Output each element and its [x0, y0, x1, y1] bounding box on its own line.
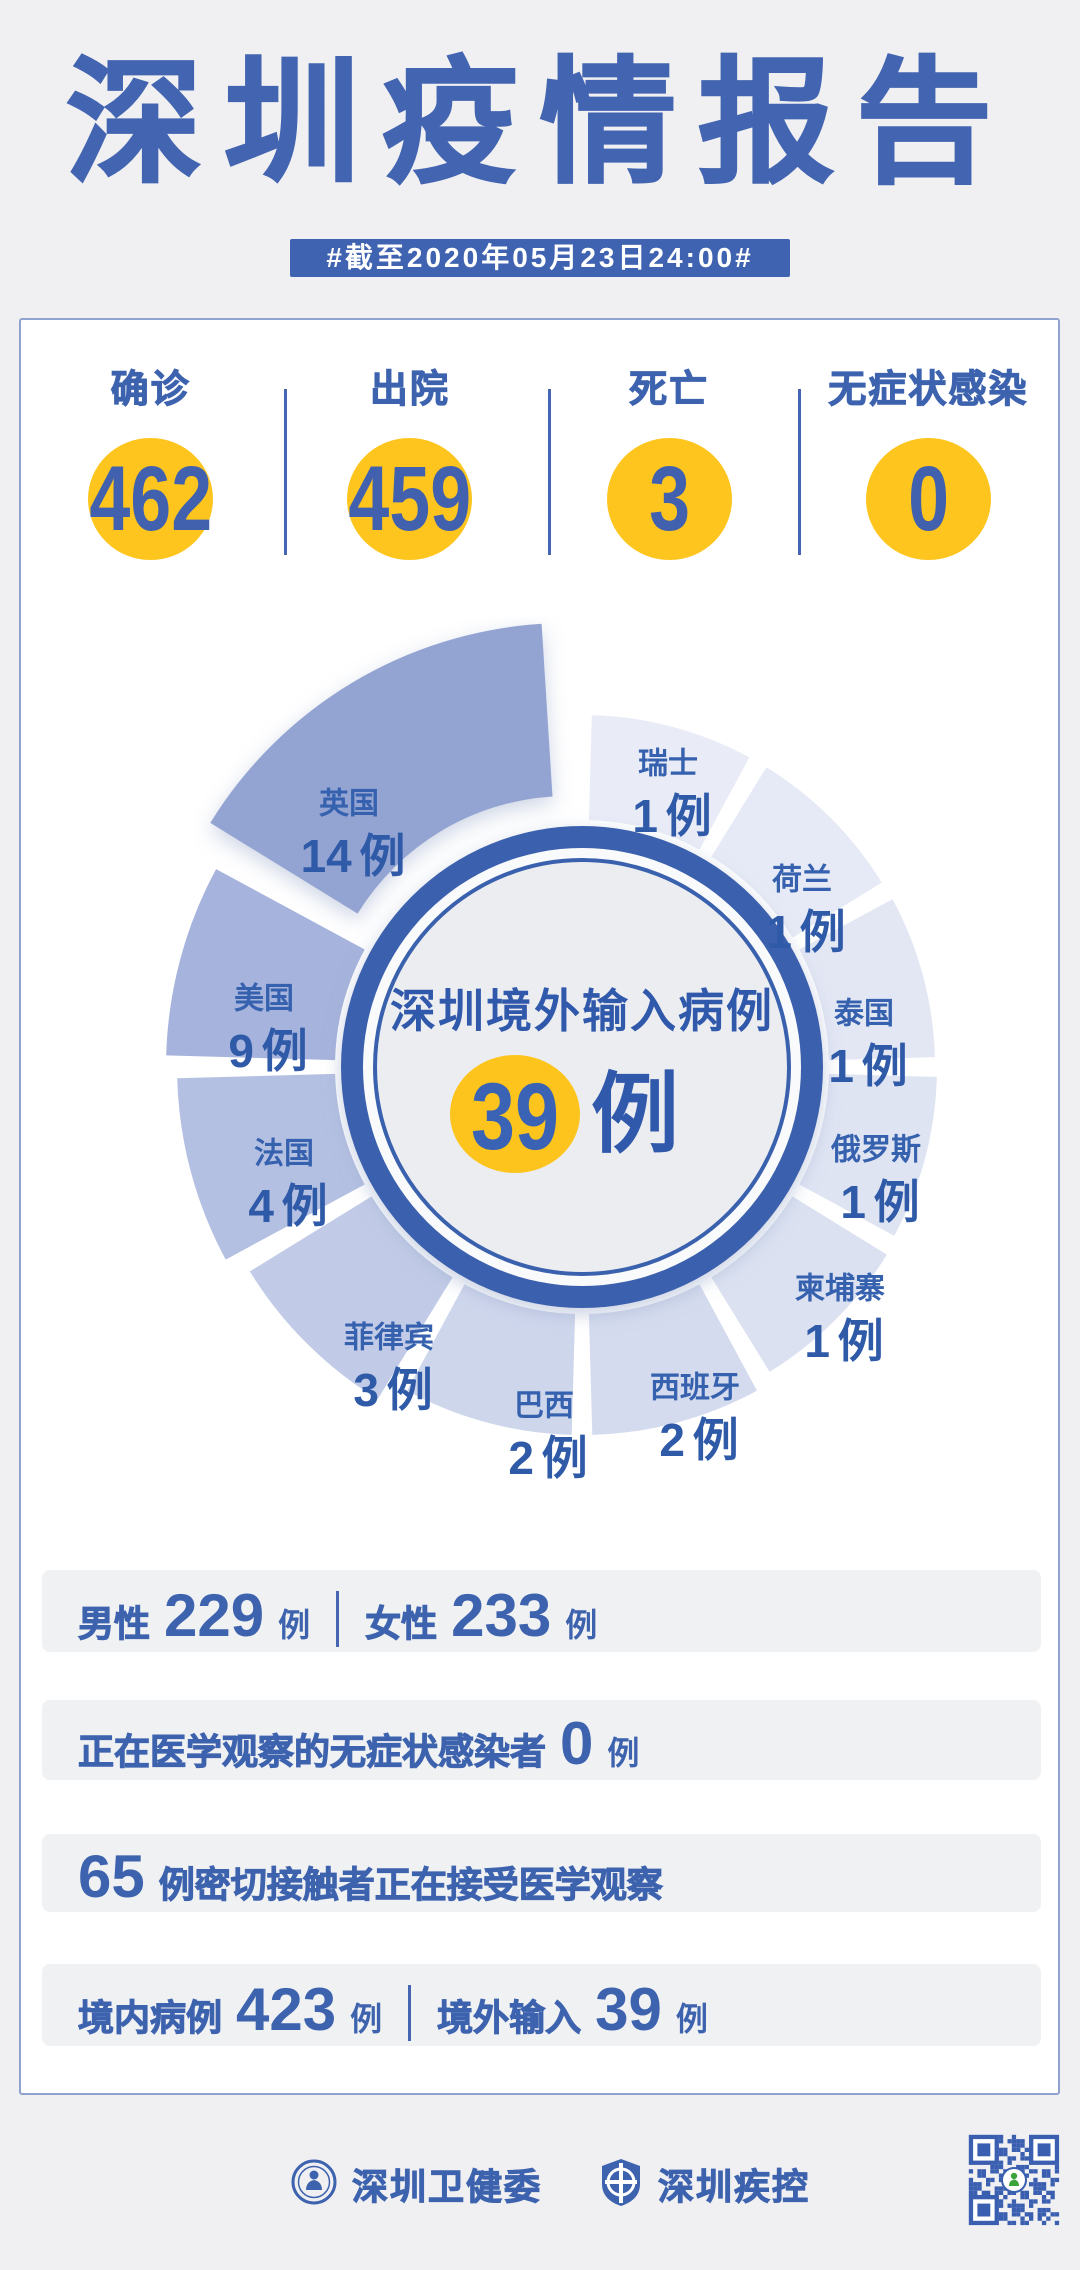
imported-value: 39 — [595, 1976, 662, 2043]
row-gender: 男性 229 例 女性 233 例 — [42, 1570, 1041, 1652]
pie-slice-俄罗斯 — [799, 1073, 937, 1236]
pie-slices — [166, 623, 937, 1435]
stat-value: 459 — [348, 448, 472, 550]
slice-value-英国: 14 例 — [301, 830, 406, 882]
row-case-origin: 境内病例 423 例 境外输入 39 例 — [42, 1964, 1041, 2046]
slice-value-荷兰: 1 例 — [766, 906, 845, 958]
stat-circle: 462 — [88, 438, 214, 560]
stat-value: 3 — [648, 448, 690, 550]
stat-label: 确诊 — [110, 369, 191, 412]
stat-divider — [798, 389, 801, 555]
pie-slice-巴西 — [407, 1284, 576, 1435]
summary-stats: 确诊 462 出院 459 死亡 3 无症状感染 0 — [21, 320, 1058, 590]
stat-asymptomatic: 无症状感染 0 — [799, 320, 1058, 590]
imported-unit: 例 — [675, 2001, 708, 2037]
pie-slice-菲律宾 — [249, 1196, 453, 1400]
stat-circle: 459 — [347, 438, 473, 560]
asymptomatic-label: 正在医学观察的无症状感染者 — [77, 1731, 547, 1773]
asymptomatic-unit: 例 — [607, 1735, 640, 1771]
slice-value-瑞士: 1 例 — [632, 790, 711, 842]
stat-discharged: 出院 459 — [280, 320, 539, 590]
pie-slice-泰国 — [799, 899, 935, 1061]
female-value: 233 — [451, 1582, 552, 1649]
chart-total-unit: 例 — [591, 1065, 679, 1164]
stat-label: 死亡 — [629, 369, 710, 412]
stat-value: 462 — [89, 448, 213, 550]
page-title: 深圳疫情报告 — [65, 47, 1014, 199]
slice-name-柬埔寨: 柬埔寨 — [795, 1272, 885, 1306]
pie-slice-柬埔寨 — [711, 1196, 887, 1372]
qr-code — [966, 2132, 1062, 2228]
chart-center-title: 深圳境外输入病例 — [390, 985, 774, 1037]
asymptomatic-value: 0 — [560, 1710, 594, 1777]
slice-name-荷兰: 荷兰 — [772, 864, 832, 897]
stat-label: 无症状感染 — [828, 369, 1029, 412]
slice-value-美国: 9 例 — [228, 1025, 307, 1077]
stat-value: 0 — [907, 448, 949, 550]
slice-name-泰国: 泰国 — [834, 998, 894, 1031]
pie-slice-美国 — [166, 869, 365, 1061]
slice-name-瑞士: 瑞士 — [638, 748, 698, 781]
footer-org1-label: 深圳卫健委 — [351, 2166, 543, 2208]
pie-slice-荷兰 — [711, 767, 882, 938]
shenzhen-cdc-shield-icon — [598, 2157, 644, 2212]
pie-slice-英国 — [210, 623, 553, 914]
slice-name-英国: 英国 — [319, 788, 379, 821]
slice-value-西班牙: 2 例 — [659, 1414, 738, 1466]
chart-total-value: 39 — [471, 1064, 559, 1170]
domestic-value: 423 — [236, 1976, 337, 2043]
contacts-value: 65 — [78, 1843, 145, 1910]
shenzhen-health-commission-seal-icon — [290, 2158, 338, 2211]
male-label: 男性 — [77, 1603, 151, 1645]
row-divider — [336, 1591, 340, 1647]
slice-name-巴西: 巴西 — [514, 1390, 574, 1423]
stat-divider — [548, 389, 551, 555]
chart-center: 深圳境外输入病例 39 例 — [341, 826, 823, 1308]
footer-org-cdc: 深圳疾控 — [598, 2158, 810, 2210]
slice-value-菲律宾: 3 例 — [353, 1364, 432, 1416]
slice-value-法国: 4 例 — [248, 1180, 327, 1232]
slice-value-柬埔寨: 1 例 — [804, 1315, 883, 1367]
slice-name-美国: 美国 — [234, 982, 294, 1016]
row-divider — [408, 1985, 412, 2041]
domestic-label: 境内病例 — [77, 1997, 223, 2039]
pie-slice-法国 — [177, 1073, 365, 1260]
imported-label: 境外输入 — [437, 1997, 582, 2039]
date-badge: #截至2020年05月23日24:00# — [290, 239, 790, 277]
male-unit: 例 — [278, 1607, 311, 1643]
stat-confirmed: 确诊 462 — [21, 320, 280, 590]
stat-label: 出院 — [369, 369, 450, 412]
stat-deaths: 死亡 3 — [540, 320, 799, 590]
domestic-unit: 例 — [350, 2001, 383, 2037]
slice-name-法国: 法国 — [254, 1138, 314, 1171]
slice-value-俄罗斯: 1 例 — [840, 1176, 919, 1228]
slice-name-菲律宾: 菲律宾 — [344, 1322, 434, 1355]
imported-cases-chart: 深圳境外输入病例 39 例瑞士 1 例荷兰 1 例泰国 1 例俄罗斯 1 例柬埔寨 1 例西班… — [21, 617, 1062, 1527]
footer-org-whc: 深圳卫健委 — [290, 2158, 542, 2210]
pie-slice-西班牙 — [588, 1284, 757, 1435]
row-close-contacts: 65 例密切接触者正在接受医学观察 — [42, 1834, 1041, 1912]
slice-name-西班牙: 西班牙 — [650, 1372, 740, 1405]
chart-total-highlight — [450, 1055, 580, 1173]
stat-circle: 0 — [865, 438, 991, 560]
stat-divider — [284, 389, 287, 555]
slice-value-巴西: 2 例 — [508, 1432, 587, 1484]
male-value: 229 — [164, 1582, 265, 1649]
footer-org2-label: 深圳疾控 — [657, 2166, 811, 2208]
report-card: 确诊 462 出院 459 死亡 3 无症状感染 0 深圳境 — [19, 318, 1060, 2095]
row-asymptomatic-observation: 正在医学观察的无症状感染者 0 例 — [42, 1700, 1041, 1780]
slice-value-泰国: 1 例 — [828, 1040, 907, 1092]
slice-name-俄罗斯: 俄罗斯 — [830, 1134, 921, 1167]
pie-slice-瑞士 — [588, 715, 750, 850]
female-unit: 例 — [565, 1607, 598, 1643]
stat-circle: 3 — [606, 438, 732, 560]
contacts-label: 例密切接触者正在接受医学观察 — [158, 1864, 663, 1906]
date-badge-wrap: #截至2020年05月23日24:00# — [0, 239, 1080, 277]
female-label: 女性 — [365, 1603, 438, 1645]
